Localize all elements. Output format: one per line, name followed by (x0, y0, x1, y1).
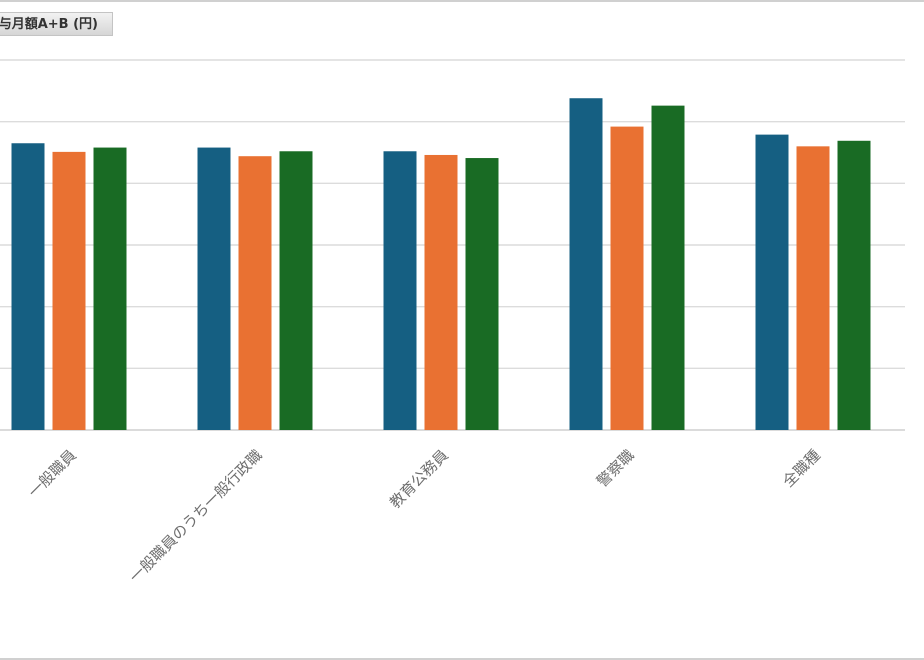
x-tick-label-3: 警察職 (593, 446, 638, 491)
bar-s0-c2[interactable] (383, 151, 417, 430)
bar-s0-c1[interactable] (197, 147, 231, 431)
bar-s1-c1[interactable] (238, 156, 272, 430)
bar-s2-c1[interactable] (279, 151, 313, 430)
bar-s2-c3[interactable] (651, 105, 685, 430)
bar-s1-c0[interactable] (52, 151, 86, 430)
bar-s1-c3[interactable] (610, 126, 644, 430)
bar-s1-c4[interactable] (796, 146, 830, 431)
bar-s0-c0[interactable] (11, 143, 45, 430)
bar-s2-c4[interactable] (837, 140, 871, 431)
bar-s2-c2[interactable] (465, 158, 499, 431)
chart-title-tag: 与月額A+B (円) (0, 12, 113, 36)
bar-s0-c3[interactable] (569, 98, 603, 430)
bar-s0-c4[interactable] (755, 134, 789, 430)
x-tick-label-0: 一般職員 (25, 446, 80, 501)
x-tick-label-2: 教育公務員 (386, 446, 452, 512)
chart-title: 与月額A+B (円) (0, 17, 98, 32)
bar-s1-c2[interactable] (424, 154, 458, 430)
x-tick-label-4: 全職種 (779, 446, 824, 491)
x-tick-label-1: 一般職員のうち一般行政職 (126, 446, 266, 586)
bar-s2-c0[interactable] (93, 147, 127, 431)
